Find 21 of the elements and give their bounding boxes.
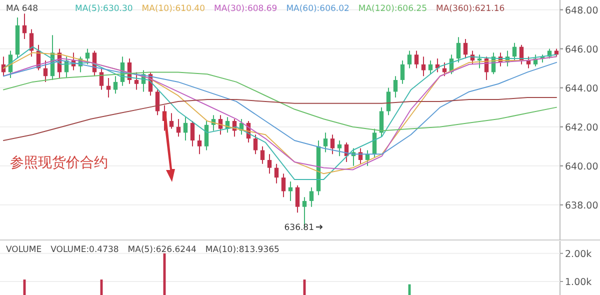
text: MA(5):630.30 xyxy=(75,4,133,14)
annotation: VOLUME xyxy=(6,245,42,255)
annotation: MA 648 xyxy=(6,4,38,14)
annotation: 参照现货价合约 xyxy=(10,155,108,171)
y-tick-label: 1.00k xyxy=(565,277,592,288)
y-tick-label: 2.00k xyxy=(565,248,592,260)
annotation: MA(10):813.9365 xyxy=(205,245,280,255)
annotation: 636.81 xyxy=(284,223,314,233)
y-tick-label: 648.00 xyxy=(565,5,598,16)
text: MA(120):606.25 xyxy=(358,4,428,14)
annotation: VOLUME:0.4738 xyxy=(50,245,119,255)
y-tick-label: 646.00 xyxy=(565,44,598,56)
annotation: MA(5):626.6244 xyxy=(128,245,196,255)
y-tick-label: 642.00 xyxy=(565,122,598,134)
y-tick-label: 644.00 xyxy=(565,83,598,94)
y-tick-label: 640.00 xyxy=(565,161,598,172)
y-tick-label: 638.00 xyxy=(565,200,598,212)
text: MA(360):621.16 xyxy=(436,4,505,14)
text: MA(60):606.02 xyxy=(286,4,350,14)
text: MA(10):610.40 xyxy=(142,4,205,14)
text: MA(30):608.69 xyxy=(214,4,278,14)
